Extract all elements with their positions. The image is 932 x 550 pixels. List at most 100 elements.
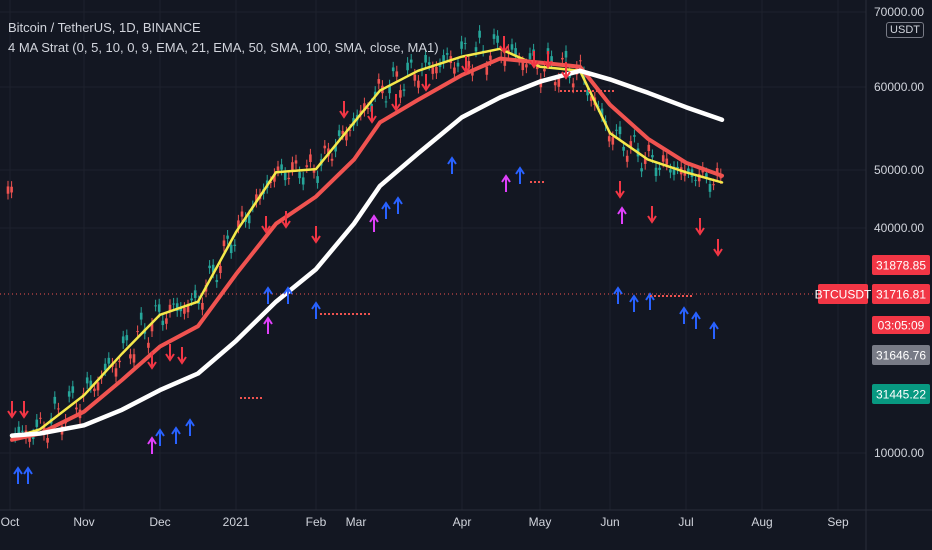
candle-body bbox=[147, 342, 150, 348]
candle-body bbox=[348, 129, 352, 131]
y-tick-label: 70000.00 bbox=[874, 5, 924, 19]
candle-body bbox=[615, 129, 618, 131]
price-badge-label: 31646.76 bbox=[876, 349, 926, 363]
sell-signal-arrow bbox=[391, 94, 401, 112]
candle-body bbox=[298, 172, 301, 179]
sell-signal-arrow bbox=[165, 344, 175, 362]
x-tick-label: May bbox=[529, 515, 552, 529]
candle-body bbox=[651, 155, 654, 158]
y-tick-label: 40000.00 bbox=[874, 221, 924, 235]
buy-signal-arrow bbox=[613, 286, 623, 304]
candle-body bbox=[165, 318, 168, 324]
candle-body bbox=[622, 146, 625, 151]
candle-body bbox=[471, 70, 474, 76]
candle-body bbox=[193, 290, 197, 298]
sell-signal-arrow bbox=[177, 347, 187, 365]
candle-body bbox=[150, 323, 154, 332]
candle-body bbox=[89, 380, 93, 388]
candle-body bbox=[168, 304, 172, 312]
x-tick-label: Apr bbox=[453, 515, 472, 529]
candle-body bbox=[118, 360, 121, 363]
candle-body bbox=[456, 62, 460, 67]
sell-signal-arrow bbox=[339, 101, 349, 119]
candle-body bbox=[453, 67, 456, 74]
candle-body bbox=[10, 186, 13, 193]
candle-body bbox=[172, 303, 175, 305]
candle-body bbox=[658, 167, 661, 170]
candle-body bbox=[28, 436, 31, 442]
candle-body bbox=[334, 144, 337, 152]
candle-body bbox=[391, 67, 395, 72]
candle-body bbox=[607, 136, 611, 142]
exit-signal-arrow bbox=[263, 316, 273, 334]
x-tick-label: Oct bbox=[1, 515, 20, 529]
sell-signal-arrow bbox=[281, 211, 291, 229]
candle-body bbox=[316, 176, 319, 183]
x-tick-label: Feb bbox=[306, 515, 327, 529]
candle-body bbox=[654, 167, 658, 177]
buy-signal-arrow bbox=[645, 292, 655, 310]
sell-signal-arrow bbox=[499, 36, 509, 54]
indicator-legend[interactable]: 4 MA Strat (0, 5, 10, 0, 9, EMA, 21, EMA… bbox=[8, 40, 439, 55]
candle-body bbox=[550, 56, 553, 63]
x-tick-label: Jun bbox=[600, 515, 619, 529]
candle-body bbox=[57, 408, 60, 410]
x-tick-label: Nov bbox=[73, 515, 94, 529]
candle-body bbox=[107, 357, 111, 364]
candle-body bbox=[445, 53, 449, 55]
candle-body bbox=[208, 265, 211, 269]
candle-body bbox=[114, 368, 118, 377]
candle-body bbox=[226, 235, 229, 239]
candle-body bbox=[269, 181, 273, 183]
candle-body bbox=[136, 331, 139, 333]
candle-body bbox=[190, 298, 193, 301]
candle-body bbox=[633, 135, 636, 137]
candle-body bbox=[71, 386, 75, 393]
candle-body bbox=[676, 166, 679, 169]
candle-body bbox=[442, 55, 445, 63]
candle-body bbox=[478, 30, 481, 38]
candle-body bbox=[409, 59, 413, 63]
exit-signal-arrow bbox=[147, 436, 157, 454]
symbol-title: Bitcoin / TetherUS, 1D, BINANCE bbox=[8, 20, 201, 35]
sell-signal-arrow bbox=[421, 74, 431, 92]
candle-body bbox=[233, 244, 237, 246]
buy-signal-arrow bbox=[23, 466, 33, 484]
candle-body bbox=[705, 173, 708, 178]
sell-signal-arrow bbox=[647, 206, 657, 224]
candle-body bbox=[474, 47, 478, 52]
candle-body bbox=[525, 64, 528, 68]
candle-body bbox=[460, 41, 463, 49]
candle-body bbox=[283, 172, 287, 181]
candle-body bbox=[427, 62, 431, 65]
sell-signal-arrow bbox=[543, 51, 553, 69]
candle-body bbox=[39, 417, 42, 419]
candle-body bbox=[161, 320, 165, 326]
candle-body bbox=[586, 90, 589, 96]
candle-body bbox=[287, 177, 291, 180]
buy-signal-arrow bbox=[515, 166, 525, 184]
buy-signal-arrow bbox=[185, 418, 195, 436]
currency-button[interactable]: USDT bbox=[886, 22, 924, 38]
candle-body bbox=[330, 158, 334, 161]
candle-body bbox=[669, 169, 672, 173]
candle-body bbox=[435, 66, 438, 74]
sell-signal-arrow bbox=[19, 401, 29, 419]
candle-body bbox=[388, 85, 391, 94]
candle-body bbox=[535, 66, 539, 70]
candle-body bbox=[222, 240, 226, 247]
buy-signal-arrow bbox=[13, 466, 23, 484]
candle-body bbox=[219, 265, 222, 274]
buy-signal-arrow bbox=[679, 306, 689, 324]
candle-body bbox=[273, 173, 276, 182]
candle-body bbox=[183, 307, 186, 314]
candle-body bbox=[46, 438, 49, 443]
candle-body bbox=[179, 307, 183, 312]
candle-body bbox=[280, 164, 283, 170]
candle-body bbox=[463, 43, 467, 45]
candle-body bbox=[715, 168, 719, 176]
candle-body bbox=[240, 211, 244, 217]
candle-body bbox=[431, 67, 435, 74]
buy-signal-arrow bbox=[311, 301, 321, 319]
